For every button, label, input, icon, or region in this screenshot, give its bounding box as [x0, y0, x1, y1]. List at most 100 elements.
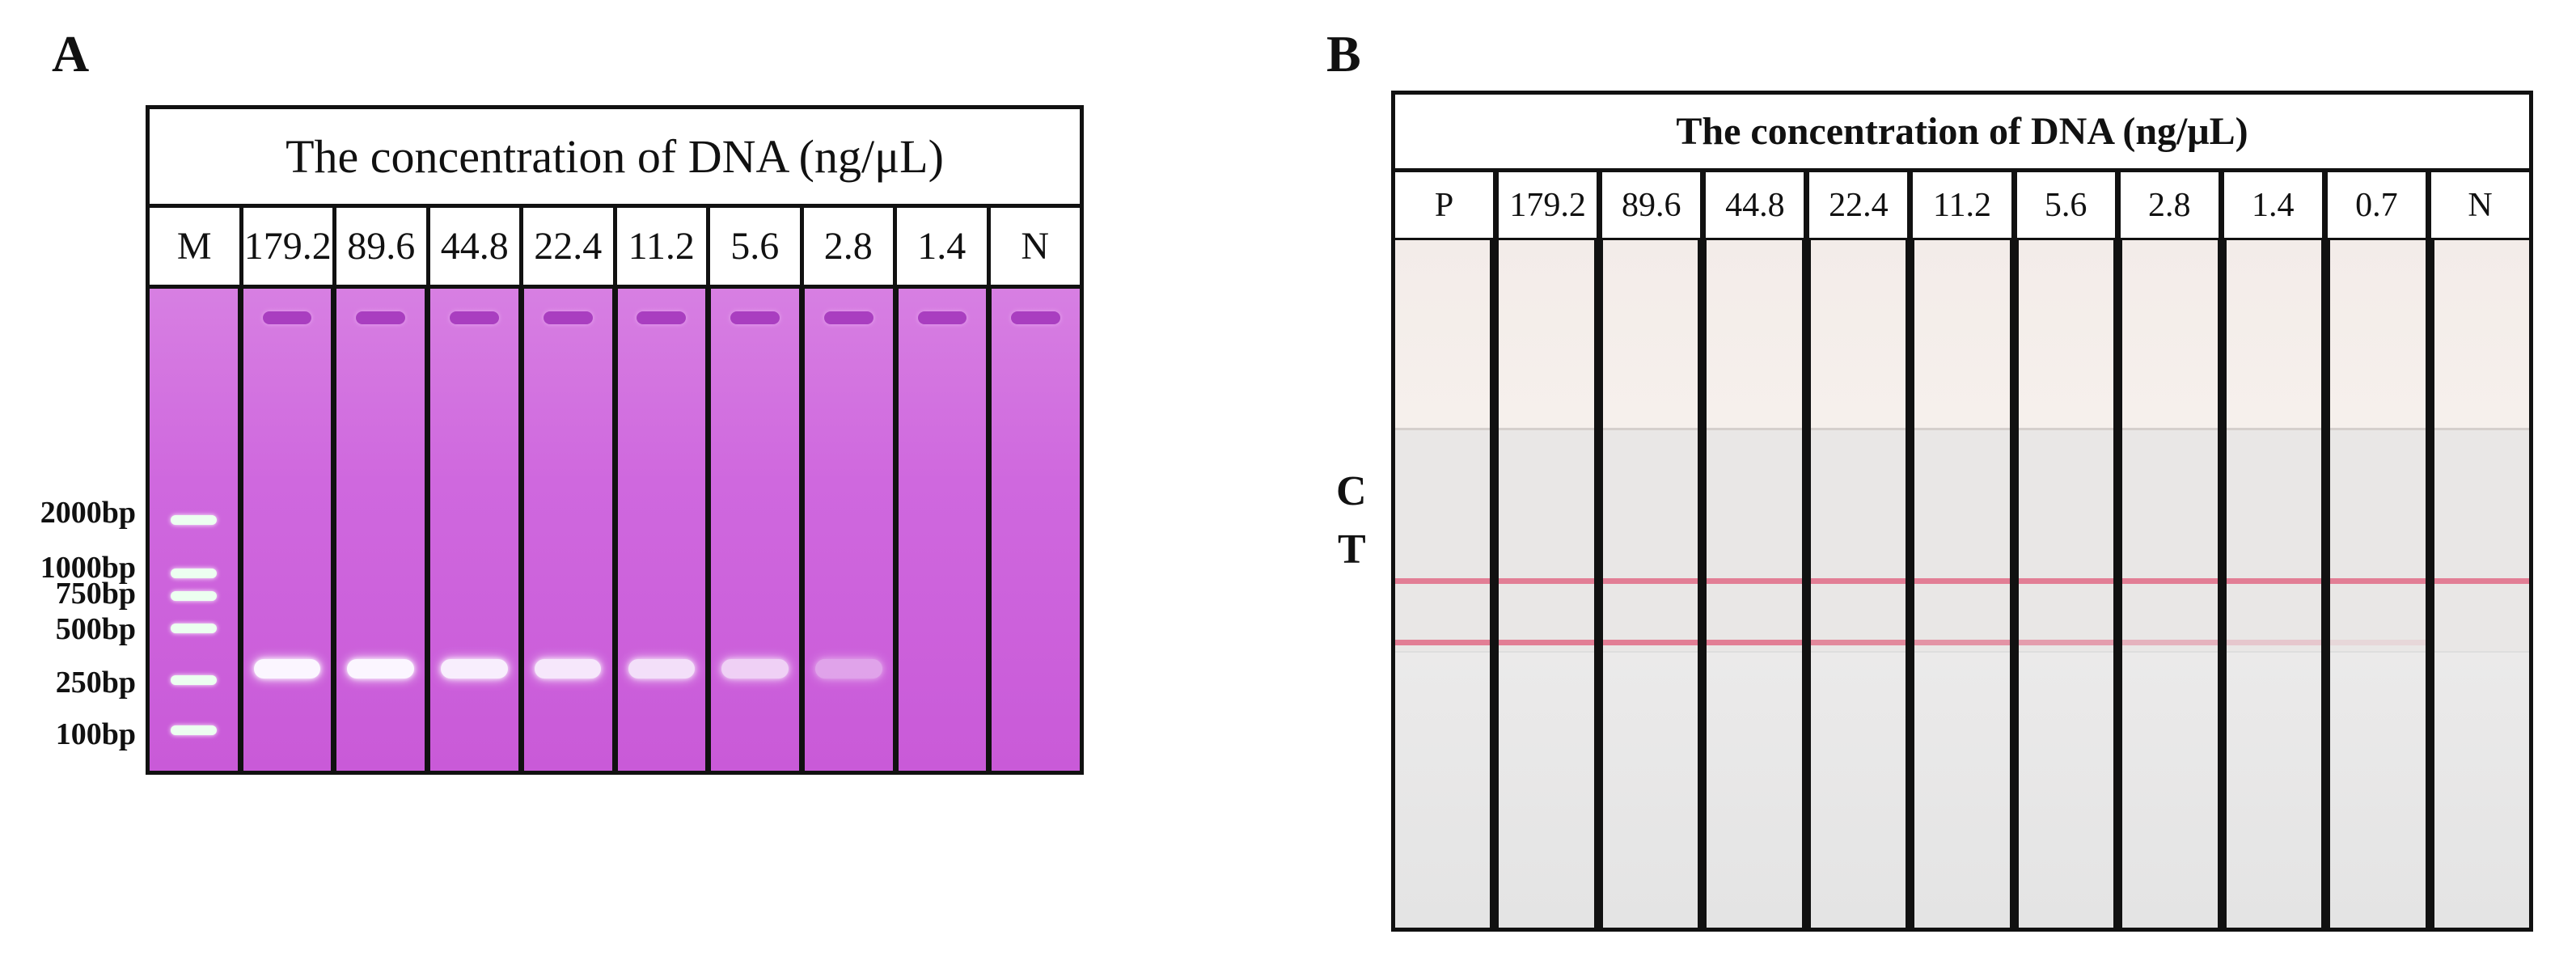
control-line: [1499, 578, 1594, 584]
strip-lane-label: 22.4: [1809, 172, 1914, 238]
sample-pad: [1914, 240, 2010, 430]
test-strip: [2330, 240, 2434, 928]
test-strip: [1602, 240, 1707, 928]
strip-lane-label: 89.6: [1602, 172, 1707, 238]
strip-lane-label: N: [2468, 186, 2493, 224]
test-strip: [1810, 240, 1915, 928]
gel-lane: [430, 289, 524, 771]
absorbent-pad: [2330, 651, 2426, 928]
control-line: [1395, 578, 1491, 584]
absorbent-pad: [1810, 651, 1906, 928]
panel-b-letter: B: [1326, 25, 1361, 82]
test-line: [1914, 640, 2010, 645]
sample-pad: [2330, 240, 2426, 430]
strip-lane-label: 1.4: [2224, 172, 2328, 238]
gel-lane-label: 179.2: [243, 208, 336, 285]
strip-lane-label: 44.8: [1706, 172, 1810, 238]
test-strip: [2122, 240, 2227, 928]
sample-pad: [1810, 240, 1906, 430]
ladder-band: [171, 725, 217, 735]
test-strip: [1914, 240, 2019, 928]
test-strip: [1707, 240, 1811, 928]
gel-lane: [898, 289, 992, 771]
test-line: [1602, 640, 1698, 645]
control-line: [2434, 578, 2529, 584]
sample-pad: [1602, 240, 1698, 430]
test-line: [1395, 640, 1491, 645]
gel-lane-label: M: [150, 208, 243, 285]
absorbent-pad: [1499, 651, 1594, 928]
gel-well: [823, 311, 873, 324]
strip-figure: The concentration of DNA (ng/μL) P 179.2 8…: [1391, 91, 2533, 932]
gel-lane-label: 11.2: [617, 208, 710, 285]
gel-well: [637, 311, 687, 324]
gel-figure: The concentration of DNA (ng/μL) M 179.2 8…: [146, 105, 1084, 775]
gel-lane: [336, 289, 431, 771]
test-line: [2018, 640, 2114, 645]
absorbent-pad: [2434, 651, 2529, 928]
gel-well: [917, 311, 967, 324]
gel-lane: [711, 289, 805, 771]
gel-title: The concentration of DNA (ng/μL): [286, 130, 944, 183]
sample-pad: [2122, 240, 2218, 430]
ladder-band: [171, 624, 217, 633]
gel-lane-label: 22.4: [523, 208, 617, 285]
strip-lane-label: 0.7: [2328, 172, 2431, 238]
ladder-band: [171, 675, 217, 685]
ladder-size-label: 1000bp: [40, 551, 136, 585]
gel-lane-label: N: [1021, 225, 1050, 268]
control-line: [1810, 578, 1906, 584]
strip-lane-labels: P 179.2 89.6 44.8 22.4 11.2 5.6 2.8 1.4 0.7 N: [1395, 172, 2529, 240]
test-line-label: T: [1338, 526, 1366, 573]
sample-pad: [1499, 240, 1594, 430]
sample-pad: [2226, 240, 2322, 430]
test-line: [2122, 640, 2218, 645]
test-line: [1707, 640, 1802, 645]
pcr-band: [628, 659, 696, 679]
ladder-size-label: 100bp: [55, 717, 136, 751]
absorbent-pad: [1707, 651, 1802, 928]
test-line: [2330, 640, 2426, 645]
sample-pad: [2434, 240, 2529, 430]
absorbent-pad: [1914, 651, 2010, 928]
control-line-label: C: [1336, 468, 1367, 514]
pcr-band: [347, 659, 415, 679]
test-strip: [2226, 240, 2331, 928]
sample-pad: [1395, 240, 1491, 430]
gel-lane-label: 2.8: [804, 208, 897, 285]
gel-well: [450, 311, 499, 324]
ladder-band: [171, 515, 217, 525]
control-line: [1707, 578, 1802, 584]
sample-pad: [2018, 240, 2114, 430]
gel-title-row: The concentration of DNA (ng/μL): [150, 109, 1080, 208]
strip-lane-label: 11.2: [1913, 172, 2017, 238]
control-line: [2018, 578, 2114, 584]
pcr-band: [253, 659, 321, 679]
test-strip: [2434, 240, 2529, 928]
strip-lane-label: 179.2: [1499, 172, 1603, 238]
gel-lane-label: 89.6: [336, 208, 430, 285]
gel-lane: [804, 289, 899, 771]
gel-well: [730, 311, 780, 324]
gel-lanes: [150, 289, 1081, 771]
pcr-band: [441, 659, 508, 679]
strip-lane-label: 5.6: [2017, 172, 2121, 238]
ladder-size-label: 250bp: [55, 666, 136, 700]
gel-lane: [617, 289, 712, 771]
gel-lane: [243, 289, 337, 771]
gel-lane-label: 1.4: [897, 208, 991, 285]
gel-lane-labels: M 179.2 89.6 44.8 22.4 11.2 5.6 2.8 1.4 N: [150, 208, 1080, 289]
gel-lane-label: 44.8: [430, 208, 523, 285]
control-line: [1914, 578, 2010, 584]
sample-pad: [1707, 240, 1802, 430]
pcr-band: [814, 659, 882, 679]
strip-title: The concentration of DNA (ng/μL): [1676, 110, 2248, 153]
pcr-band: [534, 659, 602, 679]
ladder-size-label: 2000bp: [40, 496, 136, 530]
absorbent-pad: [2122, 651, 2218, 928]
pcr-band: [721, 659, 789, 679]
control-line: [2330, 578, 2426, 584]
test-line: [1499, 640, 1594, 645]
gel-lane: [992, 289, 1081, 771]
test-strip: [2018, 240, 2123, 928]
